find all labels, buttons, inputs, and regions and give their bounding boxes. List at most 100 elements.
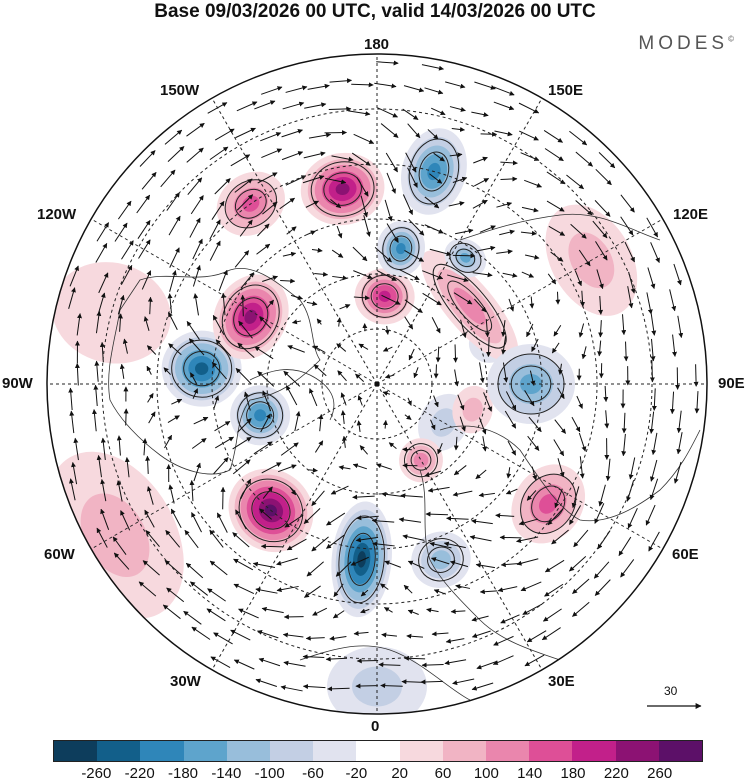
wind-vector [358, 343, 369, 350]
wind-vector [94, 360, 100, 382]
meridian-line [376, 97, 543, 385]
wind-vector [183, 610, 202, 625]
wind-vector [234, 250, 250, 268]
wind-vector [351, 82, 374, 88]
wind-vector [452, 490, 473, 497]
wind-vector [479, 225, 496, 233]
wind-vector [592, 220, 608, 239]
wind-vector [306, 301, 318, 306]
wind-vector [330, 198, 342, 209]
contour-line [233, 297, 269, 337]
wind-vector [520, 581, 542, 592]
wind-vector [649, 411, 655, 434]
wind-vector [620, 194, 635, 213]
wind-vector [471, 630, 491, 638]
wind-vector [424, 87, 444, 95]
wind-vector [278, 464, 297, 473]
wind-vector [403, 85, 425, 93]
wind-vector [286, 226, 297, 235]
wind-vector [233, 659, 255, 670]
wind-vector [121, 240, 134, 260]
wind-vector [529, 370, 536, 386]
wind-vector [651, 432, 658, 456]
wind-vector [304, 585, 321, 598]
wind-vector [96, 454, 103, 478]
wind-vector [471, 615, 489, 622]
wind-vector [117, 313, 123, 332]
wind-vector [421, 662, 444, 668]
wind-vector [286, 538, 307, 551]
wind-vector [598, 320, 604, 338]
wind-vector [363, 215, 371, 237]
wind-vector [186, 122, 205, 137]
wind-vector [371, 518, 395, 524]
wind-vector [147, 392, 154, 403]
wind-vector [433, 152, 445, 162]
wind-vector [137, 219, 151, 239]
wind-vector [356, 177, 369, 197]
wind-vector [376, 269, 397, 282]
wind-vector [329, 635, 347, 641]
wind-vector [233, 583, 255, 595]
wind-vector [452, 176, 468, 183]
wind-vector [542, 608, 562, 622]
wind-vector [478, 492, 495, 498]
wind-vector [260, 413, 271, 433]
wind-vector [569, 130, 588, 146]
wind-vector [597, 340, 603, 357]
wind-vector [69, 478, 76, 501]
wind-vector [621, 412, 627, 434]
wind-vector [276, 585, 299, 593]
wind-vector [191, 437, 207, 449]
wind-vector [356, 420, 362, 433]
wind-vector [207, 588, 226, 602]
wind-vector [520, 230, 537, 236]
wind-vector [558, 363, 563, 375]
wind-vector [576, 395, 583, 409]
wind-vector [381, 491, 404, 498]
wind-vector [676, 410, 682, 434]
wind-vector [407, 167, 418, 188]
wind-vector [117, 200, 132, 220]
wind-vector [672, 334, 678, 357]
wind-vector [402, 108, 419, 120]
colorbar [53, 740, 703, 762]
colorbar-swatch [658, 741, 703, 761]
label-90e: 90E [718, 375, 745, 392]
wind-vector [693, 364, 699, 387]
colorbar-swatch [399, 741, 443, 761]
wind-vector [598, 295, 604, 315]
wind-vector [405, 152, 417, 173]
wind-vector [325, 177, 347, 185]
wind-vector [649, 359, 655, 383]
wind-vector [571, 416, 581, 433]
wind-vector [302, 654, 325, 660]
wind-vector [553, 324, 562, 337]
wind-vector [469, 535, 492, 542]
wind-vector [190, 195, 204, 215]
wind-vector [100, 437, 106, 460]
wind-vector [235, 509, 247, 530]
wind-vector [68, 287, 76, 309]
colorbar-tick-label: 180 [560, 765, 586, 782]
wind-vector [472, 272, 493, 278]
wind-vector [353, 133, 375, 144]
wind-vector [171, 398, 183, 405]
wind-vector [141, 270, 152, 290]
wind-vector [308, 132, 332, 139]
contour-line [418, 151, 450, 192]
wind-vector [429, 248, 452, 257]
wind-vector [164, 129, 183, 145]
wind-vector [284, 514, 304, 528]
wind-vector [621, 314, 627, 336]
pole-point [375, 382, 379, 386]
wind-vector [429, 541, 452, 549]
wind-vector [595, 168, 612, 186]
wind-vector [167, 293, 173, 314]
wind-vector [145, 455, 151, 474]
wind-vector [260, 132, 282, 142]
wind-vector [192, 264, 201, 287]
wind-vector [566, 174, 584, 190]
brand-mark: © [728, 34, 734, 44]
wind-vector [281, 129, 303, 138]
